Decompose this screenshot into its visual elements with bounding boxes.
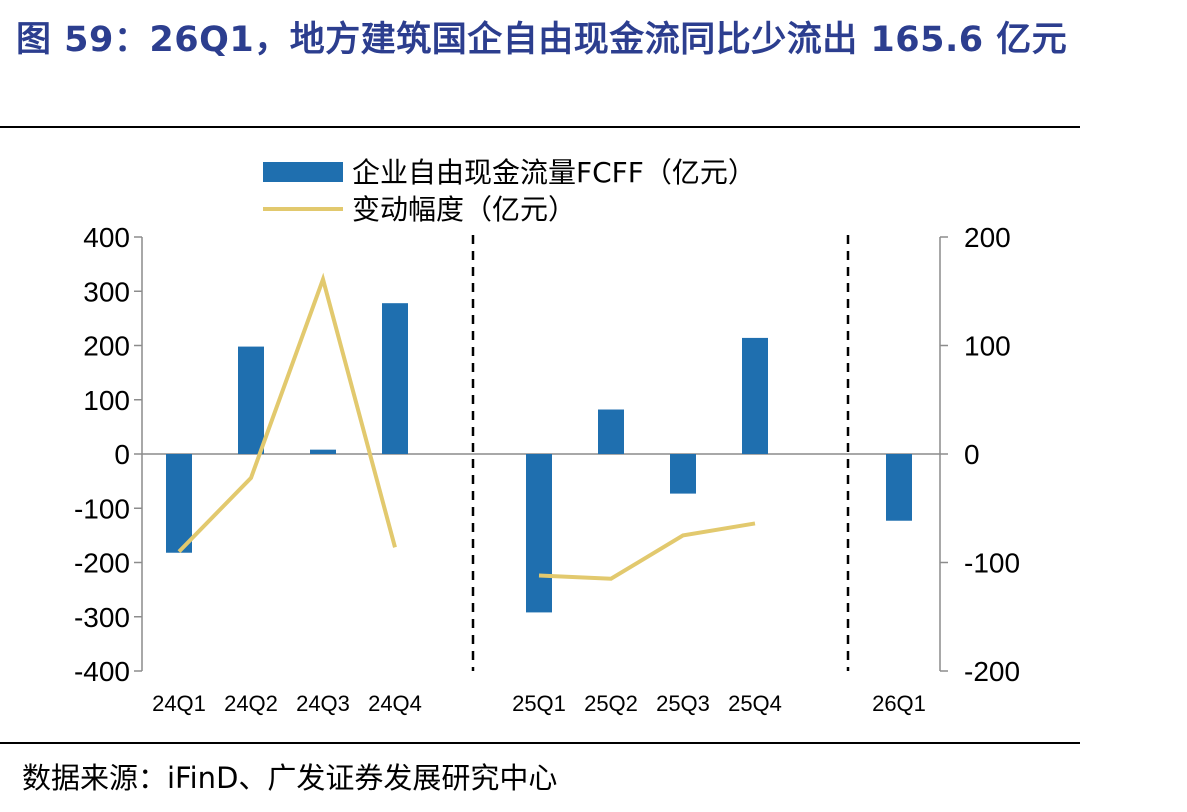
left-tick-label: 100 [83,385,130,416]
category-label: 24Q3 [296,691,350,716]
category-label: 25Q2 [584,691,638,716]
right-tick-label: 200 [964,222,1011,253]
right-tick-label: 0 [964,439,980,470]
category-label: 24Q4 [368,691,422,716]
left-tick-label: 300 [83,276,130,307]
fcff-bar [670,454,696,494]
left-tick-label: -300 [74,602,130,633]
change-line-segment [538,521,756,581]
left-tick-label: 200 [83,331,130,362]
source-rule [0,742,1080,744]
category-label: 24Q2 [224,691,278,716]
left-tick-label: -200 [74,548,130,579]
source-note: 数据来源：iFinD、广发证券发展研究中心 [22,761,558,795]
left-tick-label: 400 [83,222,130,253]
title-rule [0,126,1080,128]
chart-container: 400 300 200 100 0 -100 -200 -300 -400 200 100 0 -100… [0,130,1187,740]
right-tick-label: -200 [964,656,1020,687]
right-tick-label: 100 [964,331,1011,362]
fcff-bar [238,346,264,454]
legend-bar-swatch [263,162,343,182]
fcff-bar [598,409,624,454]
left-tick-label: -400 [74,656,130,687]
legend-line-label: 变动幅度（亿元） [352,193,576,226]
left-tick-label: 0 [114,439,130,470]
category-label: 25Q4 [728,691,782,716]
legend-bar-label: 企业自由现金流量FCFF（亿元） [352,156,756,189]
category-label: 25Q1 [512,691,566,716]
fcff-bar [742,337,768,454]
fcff-bar [526,454,552,613]
change-line-segment [177,272,397,554]
fcff-bar [886,454,912,521]
fcff-bar [310,449,336,454]
fcff-bar [166,454,192,553]
category-label: 25Q3 [656,691,710,716]
left-tick-label: -100 [74,493,130,524]
right-tick-label: -100 [964,548,1020,579]
figure-title: 图 59：26Q1，地方建筑国企自由现金流同比少流出 165.6 亿元 [16,20,1068,60]
category-label: 26Q1 [872,691,926,716]
fcff-bar [382,303,408,454]
chart-svg: 400 300 200 100 0 -100 -200 -300 -400 200 100 0 -100… [74,156,1020,716]
category-label: 24Q1 [152,691,206,716]
